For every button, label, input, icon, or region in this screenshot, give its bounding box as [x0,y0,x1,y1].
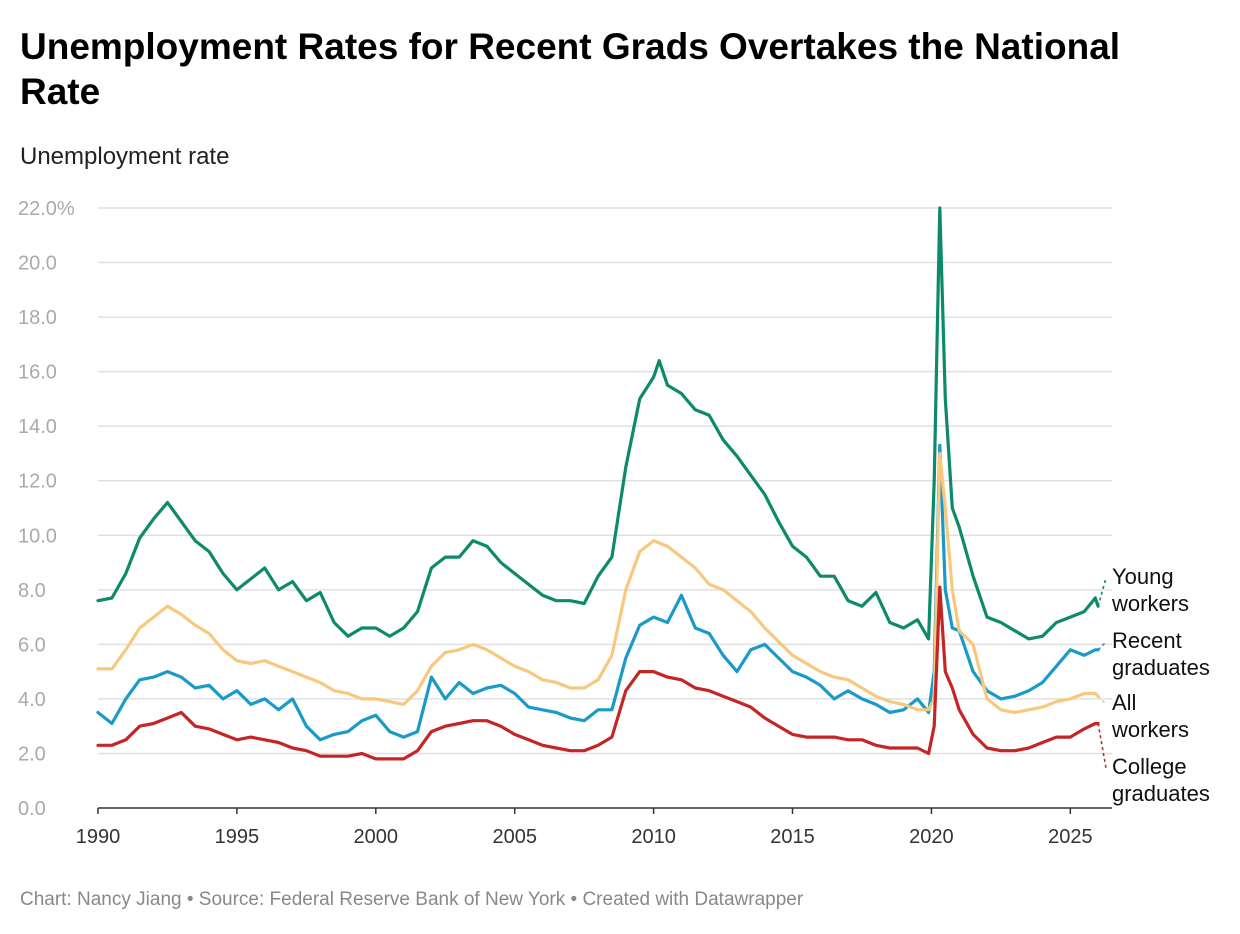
young-workers-line [96,206,1100,641]
x-tick-label: 2005 [492,826,537,848]
x-axis: 1990 1995 2000 2005 2010 2015 2020 2025 [76,807,1112,848]
all-workers-line [96,451,1100,715]
y-tick-label: 6.0 [18,634,46,656]
y-tick-label: 18.0 [18,307,57,329]
series-labels: Young workers Recent graduates All workers Col… [1097,564,1210,806]
recent-graduates-line [96,443,1100,742]
x-tick-label: 1990 [76,826,121,848]
y-tick-label: 22.0% [18,198,75,220]
college-graduates-line [96,585,1100,761]
chart-subtitle: Unemployment rate [20,143,230,170]
college-graduates-label: College graduates [1112,754,1210,806]
x-tick-label: 2000 [354,826,399,848]
young-workers-label: Young workers [1111,564,1189,616]
y-tick-label: 14.0 [18,416,57,438]
x-tick-label: 2015 [770,826,815,848]
y-tick-label: 0.0 [18,798,46,820]
x-tick-label: 1995 [215,826,260,848]
y-axis-labels: 0.0 2.0 4.0 6.0 8.0 10.0 12.0 14.0 16.0 18.0 20.0 2… [18,198,75,820]
college-graduates-label-connector [1097,723,1107,769]
recent-graduates-label: Recent graduates [1112,628,1210,680]
y-tick-label: 4.0 [18,689,46,711]
y-tick-label: 8.0 [18,580,46,602]
line-chart: 0.0 2.0 4.0 6.0 8.0 10.0 12.0 14.0 16.0 18.0 20.0 2… [18,198,1210,848]
y-tick-label: 2.0 [18,743,46,765]
y-tick-label: 12.0 [18,471,57,493]
recent-graduates-label-connector [1097,641,1107,651]
young-workers-label-connector [1097,577,1107,607]
x-tick-label: 2025 [1048,826,1093,848]
x-tick-label: 2010 [631,826,676,848]
y-tick-label: 10.0 [18,525,57,547]
gridlines [98,207,1112,755]
x-tick-label: 2020 [909,826,954,848]
y-tick-label: 16.0 [18,362,57,384]
all-workers-label-connector [1097,695,1107,705]
chart-footer: Chart: Nancy Jiang • Source: Federal Res… [20,889,804,910]
chart-title: Unemployment Rates for Recent Grads Over… [20,26,1121,112]
y-tick-label: 20.0 [18,253,57,275]
series-lines [96,206,1100,761]
all-workers-label: All workers [1111,690,1189,742]
